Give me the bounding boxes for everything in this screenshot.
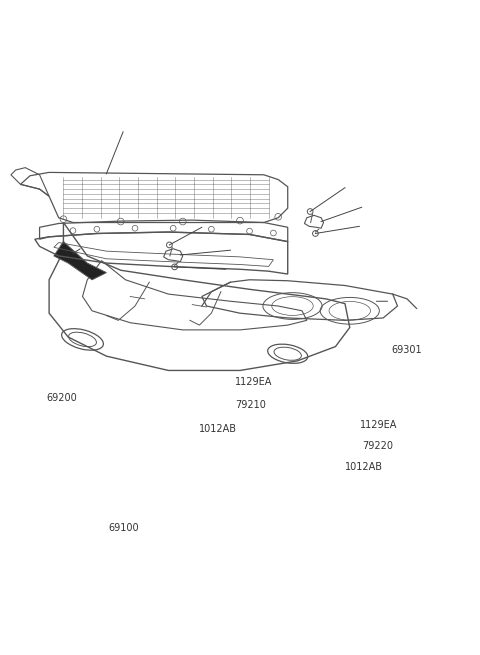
Text: 69100: 69100: [108, 523, 139, 533]
Text: 1129EA: 1129EA: [235, 377, 273, 387]
Polygon shape: [54, 242, 107, 280]
Text: 79220: 79220: [362, 441, 393, 451]
Text: 1012AB: 1012AB: [345, 462, 383, 472]
Text: 79210: 79210: [235, 400, 266, 410]
Text: 69301: 69301: [392, 345, 422, 356]
Text: 1129EA: 1129EA: [360, 421, 397, 430]
Text: 69200: 69200: [47, 393, 77, 403]
Text: 1012AB: 1012AB: [199, 424, 238, 434]
